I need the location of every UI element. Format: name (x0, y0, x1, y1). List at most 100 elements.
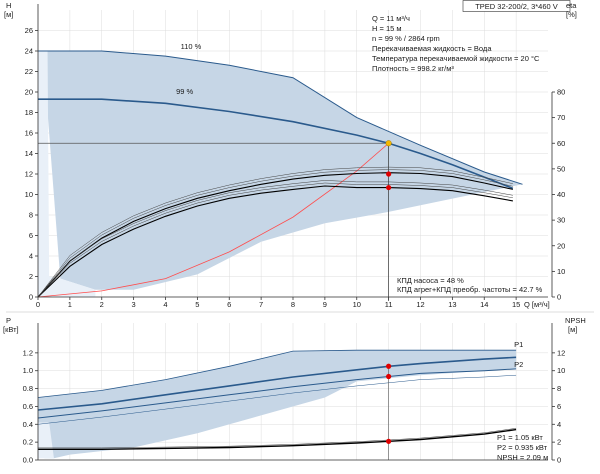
upper-curves: 110 % 99 % (37, 42, 523, 301)
lower-axes (6, 311, 594, 461)
lower-curves: P1 P2 (37, 340, 523, 460)
efficiency-readout-line: КПД насоса = 48 % (397, 276, 464, 285)
operating-info: Q = 11 м³/чH = 15 мn = 99 % / 2864 rpmПе… (372, 14, 540, 73)
y-tick-label-left: 2 (29, 272, 33, 281)
upper-envelope-area (38, 51, 523, 297)
y-tick-label-left-lower: 0.6 (23, 402, 33, 411)
x-unit-flow: Q [м³/ч] (524, 300, 550, 309)
y-tick-label-right: 40 (557, 190, 565, 199)
y-tick-label-right-lower: 4 (557, 420, 561, 429)
efficiency-point-1 (386, 184, 392, 191)
y-tick-label-left: 6 (29, 231, 33, 240)
y-tick-label-right: 50 (557, 164, 565, 173)
y-tick-label-right-lower: 10 (557, 366, 565, 375)
power-readout-line: P1 = 1.05 кВт (497, 433, 543, 442)
x-tick-label: 12 (416, 300, 424, 309)
y-tick-label-right: 20 (557, 241, 565, 250)
label-99: 99 % (176, 87, 193, 96)
x-tick-label: 4 (163, 300, 167, 309)
x-tick-label: 10 (353, 300, 361, 309)
chart-title: TPED 32-200/2, 3*460 V (475, 2, 558, 11)
power-point-P1 (386, 363, 392, 369)
x-tick-label: 2 (100, 300, 104, 309)
label-P2: P2 (514, 360, 523, 369)
system-curve (37, 142, 389, 298)
head-efficiency-panel: 110 %99 % 0 1 2 3 4 5 6 7 8 9 10 11 12 13 14 1502468101… (25, 4, 566, 309)
info-line: H = 15 м (372, 24, 402, 33)
power-point-P2 (386, 373, 392, 380)
lower-ticks: 0.0 0.2 0.4 0.6 0.8 1.0 1.2 0 2 4 6 8 10 12 (23, 348, 566, 464)
y-tick-label-left: 14 (25, 149, 33, 158)
x-tick-label: 8 (291, 300, 295, 309)
duty-point (385, 140, 392, 147)
x-tick-label: 14 (480, 300, 488, 309)
y-tick-label-right-lower: 0 (557, 456, 561, 465)
npsh-curve (38, 428, 517, 450)
y-tick-label-left: 12 (25, 170, 33, 179)
efficiency-family-line (37, 182, 513, 298)
head-curve-110 (38, 50, 523, 185)
info-line: n = 99 % / 2864 rpm (372, 34, 440, 43)
upper-markers (385, 140, 392, 191)
y-tick-label-left-lower: 0.0 (23, 456, 33, 465)
power-readout-line: NPSH = 2.09 м (497, 453, 548, 462)
y-tick-label-left: 0 (29, 293, 33, 302)
efficiency-curve-4 (37, 185, 513, 298)
y-tick-label-left-lower: 0.4 (23, 420, 33, 429)
curve-P1 (37, 356, 517, 411)
y-tick-label-left: 8 (29, 211, 33, 220)
y-tick-label-right-lower: 12 (557, 348, 565, 357)
y-tick-label-left: 4 (29, 252, 33, 261)
info-line: Q = 11 м³/ч (372, 14, 410, 23)
efficiency-family-line (37, 169, 513, 298)
model-title-box (462, 0, 571, 12)
x-tick-label: 1 (68, 300, 72, 309)
x-tick-label: 7 (259, 300, 263, 309)
y-unit-head: H [м] (4, 1, 13, 19)
x-tick-label: 9 (323, 300, 327, 309)
info-line: Перекачиваемая жидкость = Вода (372, 44, 492, 53)
head-curve-99 (38, 98, 514, 190)
y-tick-label-left: 20 (25, 88, 33, 97)
power-max-curve (37, 349, 517, 398)
efficiency-curve-3 (37, 172, 514, 298)
y-tick-label-left: 16 (25, 129, 33, 138)
y-tick-label-left: 26 (25, 26, 33, 35)
efficiency-family-line (37, 180, 513, 298)
y-tick-label-right: 0 (557, 293, 561, 302)
envelope-area (38, 51, 523, 290)
npsh-point (386, 438, 392, 444)
efficiency-readout-line: КПД агрег+КПД преобр. частоты = 42.7 % (397, 285, 543, 294)
y-tick-label-right: 10 (557, 267, 565, 276)
y-tick-label-left: 24 (25, 47, 33, 56)
efficiency-point-0 (386, 171, 392, 177)
y-tick-label-left-lower: 1.0 (23, 366, 33, 375)
power-readout-line: P2 = 0.935 кВт (497, 443, 548, 452)
y-tick-label-left-lower: 0.8 (23, 384, 33, 393)
power-npsh-panel: P1 P2 0.0 0.2 0.4 0.6 0.8 1.0 1.2 0 2 4 6 8 10 12 (6, 311, 594, 465)
curve-P2 (37, 368, 517, 419)
npsh-family-line (38, 428, 517, 449)
y-unit-npsh: NPSH [м] (565, 316, 586, 334)
efficiency-family-line (37, 166, 513, 298)
x-tick-label: 0 (36, 300, 40, 309)
label-110: 110 % (181, 42, 202, 51)
y-tick-label-left: 22 (25, 67, 33, 76)
y-tick-label-right: 80 (557, 88, 565, 97)
upper-ticks: 0 1 2 3 4 5 6 7 8 9 10 11 12 13 14 15024681012141618202… (25, 26, 566, 309)
x-tick-label: 11 (385, 300, 393, 309)
y-tick-label-right: 60 (557, 139, 565, 148)
x-tick-label: 6 (227, 300, 231, 309)
low-flow-area (38, 51, 96, 297)
y-unit-power: P [кВт] (3, 316, 19, 334)
x-tick-label: 13 (448, 300, 456, 309)
y-tick-label-left-lower: 1.2 (23, 348, 33, 357)
info-line: Температура перекачиваемой жидкости = 20… (372, 54, 540, 63)
y-tick-label-left: 10 (25, 190, 33, 199)
y-tick-label-right-lower: 6 (557, 402, 561, 411)
efficiency-readout: КПД насоса = 48 %КПД агрег+КПД преобр. ч… (397, 276, 543, 294)
label-P1: P1 (514, 340, 523, 349)
y-tick-label-right-lower: 8 (557, 384, 561, 393)
